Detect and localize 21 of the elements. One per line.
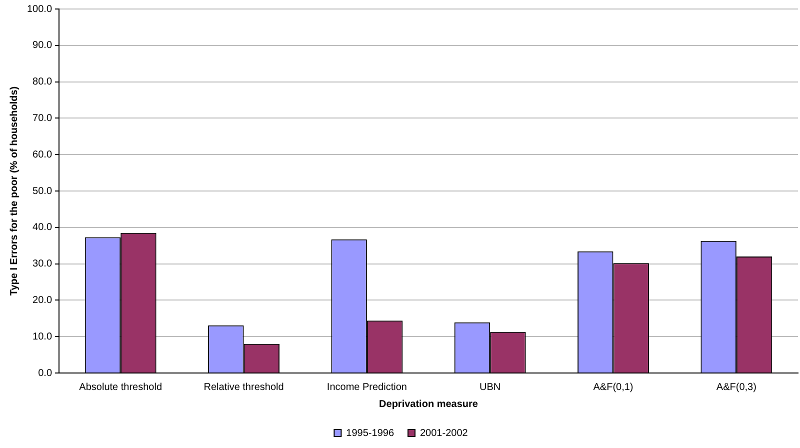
legend-label: 1995-1996 (346, 428, 394, 439)
x-tick-label: A&F(0,1) (593, 382, 634, 393)
x-tick-label: Absolute threshold (79, 382, 162, 393)
y-tick-label: 100.0 (26, 4, 52, 15)
y-axis-title: Type I Errors for the poor (% of households) (8, 86, 20, 296)
y-tick-label: 50.0 (32, 186, 52, 197)
x-tick-label: Income Prediction (326, 382, 407, 393)
y-tick-label: 80.0 (32, 76, 52, 88)
y-tick-label: 0.0 (38, 368, 52, 379)
legend-label: 2001-2002 (420, 428, 468, 439)
x-tick-label: A&F(0,3) (716, 382, 756, 393)
y-tick-label: 10.0 (32, 331, 52, 342)
y-tick-label: 70.0 (32, 112, 52, 124)
y-tick-label: 30.0 (32, 258, 52, 270)
y-tick-label: 20.0 (32, 294, 52, 306)
x-tick-label: UBN (480, 382, 501, 393)
y-tick-label: 40.0 (32, 222, 52, 234)
x-axis-title: Deprivation measure (379, 398, 478, 410)
y-tick-label: 90.0 (32, 40, 52, 52)
x-tick-label: Relative threshold (204, 382, 284, 393)
y-tick-label: 60.0 (32, 149, 52, 160)
